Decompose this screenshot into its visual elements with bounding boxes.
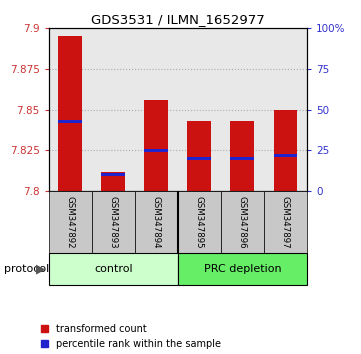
Bar [49, 253, 178, 285]
Text: GSM347893: GSM347893 [109, 196, 118, 249]
Bar [101, 173, 125, 176]
Bar [187, 121, 211, 191]
Title: GDS3531 / ILMN_1652977: GDS3531 / ILMN_1652977 [91, 13, 265, 26]
Bar [221, 191, 264, 253]
Bar [144, 149, 168, 152]
Bar [178, 253, 307, 285]
Bar [274, 154, 297, 157]
Bar [230, 157, 254, 160]
Bar [187, 157, 211, 160]
Bar [135, 191, 178, 253]
Bar [264, 191, 307, 253]
Legend: transformed count, percentile rank within the sample: transformed count, percentile rank withi… [41, 324, 221, 349]
Bar [178, 191, 221, 253]
Text: GSM347896: GSM347896 [238, 196, 247, 249]
Text: PRC depletion: PRC depletion [204, 264, 281, 274]
Text: GSM347894: GSM347894 [152, 196, 161, 249]
Bar [92, 191, 135, 253]
Text: ▶: ▶ [35, 263, 45, 275]
Bar [101, 172, 125, 191]
Bar [144, 100, 168, 191]
Bar [230, 121, 254, 191]
Text: protocol: protocol [4, 264, 49, 274]
Text: control: control [94, 264, 132, 274]
Bar [58, 120, 82, 122]
Bar [49, 191, 92, 253]
Text: GSM347897: GSM347897 [281, 196, 290, 249]
Bar [58, 36, 82, 191]
Bar [274, 110, 297, 191]
Text: GSM347895: GSM347895 [195, 196, 204, 249]
Text: GSM347892: GSM347892 [66, 196, 75, 249]
